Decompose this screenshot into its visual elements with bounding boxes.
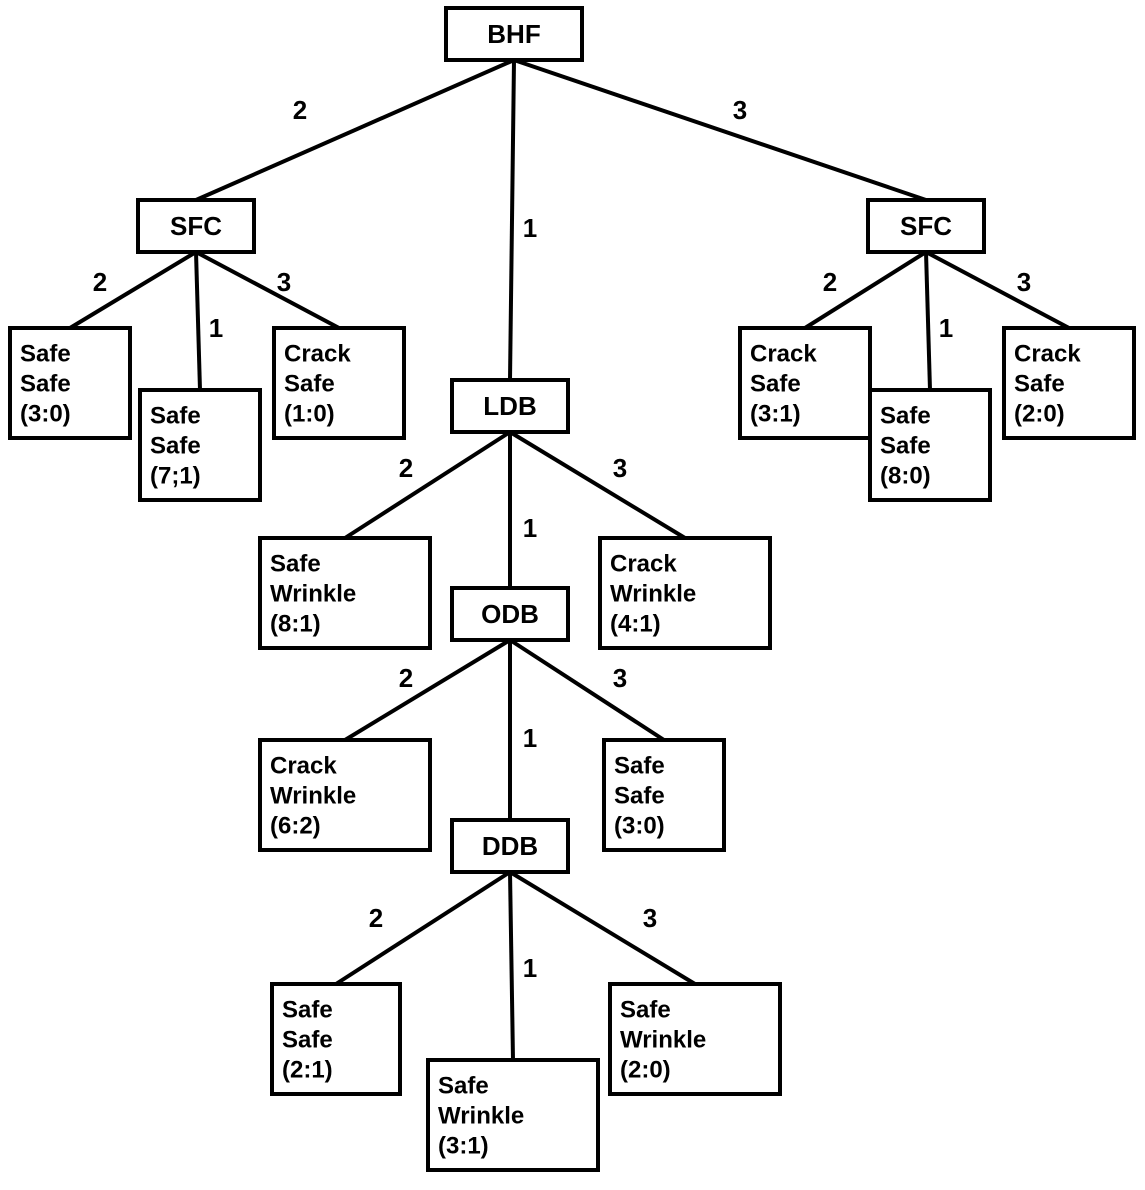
node-label-BHF: BHF <box>487 19 540 49</box>
node-label-L9-line2: (6:2) <box>270 812 321 839</box>
node-L11: Safe Safe (2:1) <box>272 984 400 1094</box>
node-L13: Safe Wrinkle (2:0) <box>610 984 780 1094</box>
node-SFC2: SFC <box>868 200 984 252</box>
edge-label-LDB-L8: 3 <box>613 453 627 483</box>
node-label-L5-line1: Safe <box>880 432 931 459</box>
edge-label-SFC1-L1: 2 <box>93 267 107 297</box>
edge-label-DDB-L11: 2 <box>369 903 383 933</box>
node-label-ODB: ODB <box>481 599 539 629</box>
node-label-SFC1: SFC <box>170 211 222 241</box>
edge-BHF-SFC1 <box>196 60 514 200</box>
node-BHF: BHF <box>446 8 582 60</box>
node-label-L7-line2: (8:1) <box>270 610 321 637</box>
node-label-L7-line0: Safe <box>270 550 321 577</box>
decision-tree-diagram: 2 1 3 2 1 3 2 1 3 2 1 3 2 1 3 2 1 3 BHF SFC SFC LDB ODB DDB Safe… <box>0 0 1145 1190</box>
edge-SFC2-L5 <box>926 252 930 390</box>
edge-label-DDB-L13: 3 <box>643 903 657 933</box>
node-label-L9-line0: Crack <box>270 752 337 779</box>
node-label-L13-line2: (2:0) <box>620 1056 671 1083</box>
node-label-L1-line0: Safe <box>20 340 71 367</box>
edge-label-ODB-DDB: 1 <box>523 723 537 753</box>
edge-label-SFC2-L5: 1 <box>939 313 953 343</box>
node-label-L6-line2: (2:0) <box>1014 400 1065 427</box>
node-label-L1-line2: (3:0) <box>20 400 71 427</box>
node-L1: Safe Safe (3:0) <box>10 328 130 438</box>
node-label-L12-line0: Safe <box>438 1072 489 1099</box>
node-LDB: LDB <box>452 380 568 432</box>
node-L8: Crack Wrinkle (4:1) <box>600 538 770 648</box>
edge-SFC1-L2 <box>196 252 200 390</box>
node-label-L10-line2: (3:0) <box>614 812 665 839</box>
edge-label-ODB-L9: 2 <box>399 663 413 693</box>
node-label-DDB: DDB <box>482 831 538 861</box>
node-label-L4-line1: Safe <box>750 370 801 397</box>
edge-ODB-L9 <box>345 640 510 740</box>
node-label-L9-line1: Wrinkle <box>270 782 356 809</box>
node-L7: Safe Wrinkle (8:1) <box>260 538 430 648</box>
node-L2: Safe Safe (7;1) <box>140 390 260 500</box>
node-label-L13-line0: Safe <box>620 996 671 1023</box>
node-SFC1: SFC <box>138 200 254 252</box>
node-label-L13-line1: Wrinkle <box>620 1026 706 1053</box>
node-label-L1-line1: Safe <box>20 370 71 397</box>
edge-label-SFC2-L4: 2 <box>823 267 837 297</box>
node-label-L2-line2: (7;1) <box>150 462 201 489</box>
node-L6: Crack Safe (2:0) <box>1004 328 1134 438</box>
node-label-L7-line1: Wrinkle <box>270 580 356 607</box>
edge-label-SFC1-L2: 1 <box>209 313 223 343</box>
edge-DDB-L13 <box>510 872 695 984</box>
node-label-L5-line2: (8:0) <box>880 462 931 489</box>
node-L5: Safe Safe (8:0) <box>870 390 990 500</box>
node-label-L3-line1: Safe <box>284 370 335 397</box>
node-label-L2-line0: Safe <box>150 402 201 429</box>
edge-BHF-LDB <box>510 60 514 380</box>
node-label-L4-line0: Crack <box>750 340 817 367</box>
node-label-L11-line0: Safe <box>282 996 333 1023</box>
edge-BHF-SFC2 <box>514 60 926 200</box>
node-label-L6-line0: Crack <box>1014 340 1081 367</box>
node-L10: Safe Safe (3:0) <box>604 740 724 850</box>
edge-label-SFC1-L3: 3 <box>277 267 291 297</box>
node-label-L10-line0: Safe <box>614 752 665 779</box>
edge-label-LDB-L7: 2 <box>399 453 413 483</box>
edge-label-BHF-SFC2: 3 <box>733 95 747 125</box>
edge-label-ODB-L10: 3 <box>613 663 627 693</box>
edge-label-BHF-SFC1: 2 <box>293 95 307 125</box>
node-L3: Crack Safe (1:0) <box>274 328 404 438</box>
node-label-L12-line2: (3:1) <box>438 1132 489 1159</box>
edge-SFC1-L1 <box>70 252 196 328</box>
node-label-L5-line0: Safe <box>880 402 931 429</box>
node-label-L3-line2: (1:0) <box>284 400 335 427</box>
node-label-L11-line2: (2:1) <box>282 1056 333 1083</box>
node-L9: Crack Wrinkle (6:2) <box>260 740 430 850</box>
node-L12: Safe Wrinkle (3:1) <box>428 1060 598 1170</box>
node-L4: Crack Safe (3:1) <box>740 328 870 438</box>
edge-DDB-L12 <box>510 872 513 1060</box>
node-label-L10-line1: Safe <box>614 782 665 809</box>
node-label-LDB: LDB <box>483 391 536 421</box>
edge-label-LDB-ODB: 1 <box>523 513 537 543</box>
edge-LDB-L7 <box>345 432 510 538</box>
node-label-L6-line1: Safe <box>1014 370 1065 397</box>
node-label-L4-line2: (3:1) <box>750 400 801 427</box>
node-label-L2-line1: Safe <box>150 432 201 459</box>
node-ODB: ODB <box>452 588 568 640</box>
node-label-L8-line0: Crack <box>610 550 677 577</box>
node-label-L12-line1: Wrinkle <box>438 1102 524 1129</box>
node-DDB: DDB <box>452 820 568 872</box>
node-label-L11-line1: Safe <box>282 1026 333 1053</box>
node-label-L8-line1: Wrinkle <box>610 580 696 607</box>
node-label-L3-line0: Crack <box>284 340 351 367</box>
edge-DDB-L11 <box>336 872 510 984</box>
node-label-L8-line2: (4:1) <box>610 610 661 637</box>
edge-label-SFC2-L6: 3 <box>1017 267 1031 297</box>
node-label-SFC2: SFC <box>900 211 952 241</box>
edge-label-DDB-L12: 1 <box>523 953 537 983</box>
edge-label-BHF-LDB: 1 <box>523 213 537 243</box>
